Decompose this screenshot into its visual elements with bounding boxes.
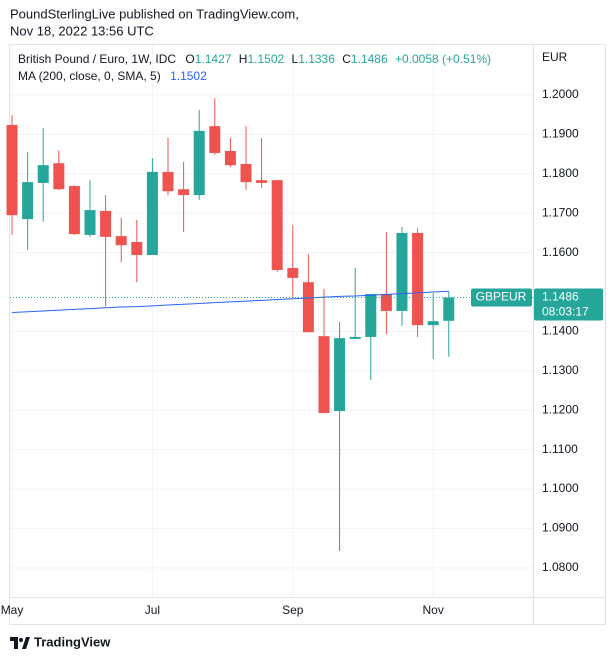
- ma-name: MA (200, close, 0, SMA, 5): [18, 69, 161, 83]
- candle-body: [53, 163, 65, 190]
- candle-body: [365, 294, 377, 337]
- y-tick-label: 1.0800: [542, 560, 579, 574]
- frame: [9, 44, 606, 625]
- y-tick-label: 1.1600: [542, 245, 579, 259]
- y-tick-label: 1.1800: [542, 166, 579, 180]
- candle-body: [302, 282, 314, 333]
- legend-ohlc: British Pound / Euro, 1W, IDC O1.1427 H1…: [18, 52, 491, 66]
- y-tick-label: 1.1300: [542, 363, 579, 377]
- price-label: 1.1486: [542, 290, 579, 304]
- currency: EUR: [542, 50, 568, 64]
- o-letter: O: [185, 52, 194, 66]
- timestamp: Nov 18, 2022 13:56 UTC: [10, 23, 154, 38]
- h-value: 1.1502: [247, 52, 284, 66]
- candle-body: [115, 236, 127, 246]
- candle-body: [256, 180, 268, 183]
- h-letter: H: [239, 52, 248, 66]
- symbol-title: British Pound / Euro, 1W, IDC: [18, 52, 176, 66]
- brand: TradingView: [34, 634, 111, 649]
- legend-ma: MA (200, close, 0, SMA, 5) 1.1502: [18, 69, 207, 83]
- candle-body: [209, 126, 221, 153]
- candle-body: [427, 321, 439, 326]
- candle-body: [318, 336, 330, 413]
- l-value: 1.1336: [298, 52, 335, 66]
- candle-body: [131, 242, 143, 256]
- y-tick-label: 1.1000: [542, 481, 579, 495]
- candle-body: [84, 210, 96, 235]
- candle-body: [146, 171, 158, 256]
- candle-body: [271, 180, 283, 270]
- x-tick-label: Jul: [145, 603, 160, 617]
- symbol-tag: [471, 288, 532, 307]
- candle-body: [240, 163, 252, 183]
- logo: [10, 637, 30, 649]
- candle-body: [22, 182, 34, 220]
- candle-body: [396, 232, 408, 311]
- y-tick-label: 1.1700: [542, 205, 579, 219]
- l-letter: L: [292, 52, 299, 66]
- x-tick-label: Sep: [282, 603, 304, 617]
- y-tick-label: 1.0900: [542, 521, 579, 535]
- candle-body: [224, 150, 236, 166]
- candle-body: [100, 210, 112, 237]
- candle-body: [193, 130, 205, 196]
- c-letter: C: [342, 52, 351, 66]
- candle-body: [68, 186, 80, 235]
- y-tick-label: 1.1400: [542, 324, 579, 338]
- candle-body: [334, 338, 346, 412]
- candle-body: [37, 165, 49, 183]
- y-tick-label: 1.1200: [542, 402, 579, 416]
- price-tag: [534, 288, 603, 321]
- y-tick-label: 1.2000: [542, 87, 579, 101]
- candle-body: [443, 297, 455, 321]
- x-tick-label: May: [1, 603, 24, 617]
- change: +0.0058 (+0.51%): [395, 52, 491, 66]
- symbol-label: GBPEUR: [476, 290, 527, 304]
- candle-body: [287, 268, 299, 278]
- candle-body: [349, 336, 361, 339]
- ma-line: [12, 290, 449, 314]
- x-tick-label: Nov: [423, 603, 444, 617]
- candle-body: [6, 124, 18, 216]
- o-value: 1.1427: [195, 52, 232, 66]
- candle-body: [178, 189, 190, 196]
- candle-body: [380, 294, 392, 311]
- candle-body: [162, 171, 174, 192]
- y-tick-label: 1.1100: [542, 442, 578, 456]
- ma-value: 1.1502: [170, 69, 207, 83]
- countdown: 08:03:17: [542, 305, 589, 319]
- publisher: PoundSterlingLive published on TradingVi…: [10, 6, 299, 21]
- c-value: 1.1486: [351, 52, 388, 66]
- y-tick-label: 1.1900: [542, 127, 579, 141]
- candle-body: [412, 232, 424, 326]
